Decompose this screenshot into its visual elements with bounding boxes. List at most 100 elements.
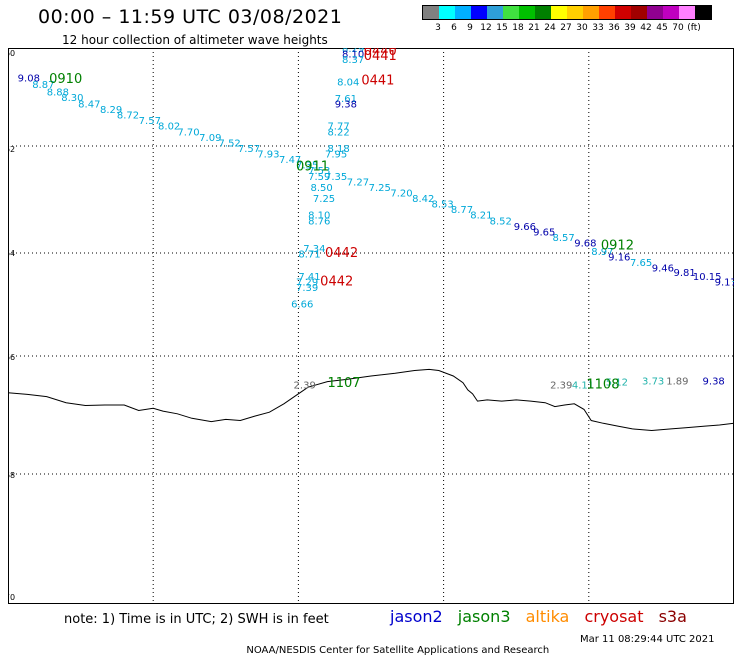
swh-value: 8.53 (432, 200, 454, 211)
swh-value: 8.29 (100, 105, 122, 116)
swh-value: 7.53 (308, 166, 330, 177)
chart-subtitle: 12 hour collection of altimeter wave hei… (62, 33, 328, 47)
scale-swatch (503, 6, 519, 19)
scale-swatch (567, 6, 583, 19)
scale-swatch (551, 6, 567, 19)
scale-label: 30 (576, 23, 588, 33)
scale-swatch (631, 6, 647, 19)
swh-value: 7. (732, 280, 734, 291)
satellite-legend: jason2 jason3 altika cryosat s3a (390, 607, 697, 626)
swh-value: 7.25 (313, 194, 335, 205)
scale-swatch (487, 6, 503, 19)
altimeter-map: -60-62-64-66-68-701051081111141171209.08… (8, 48, 734, 604)
legend-jason2: jason2 (390, 607, 443, 626)
swh-value: 8.02 (158, 122, 180, 133)
lat-tick-label: -62 (8, 145, 15, 154)
scale-label: 21 (528, 23, 540, 33)
scale-swatch (599, 6, 615, 19)
track-time-label: 1107 (327, 376, 360, 391)
scale-swatch (695, 6, 711, 19)
scale-swatch (439, 6, 455, 19)
swh-value: 8.47 (78, 99, 100, 110)
scale-label: 6 (451, 23, 457, 33)
swh-value: 8.72 (117, 111, 139, 122)
footer: NOAA/NESDIS Center for Satellite Applica… (240, 634, 714, 667)
legend-altika: altika (525, 607, 570, 626)
swh-value: 9.38 (703, 376, 725, 387)
swh-value: 7.61 (335, 94, 357, 105)
scale-label: 3 (435, 23, 441, 33)
swh-value: 7.20 (390, 188, 412, 199)
scale-swatch (647, 6, 663, 19)
track-time-label: 0440 (364, 48, 397, 59)
swh-value: 8.22 (327, 127, 349, 138)
scale-label: 33 (592, 23, 604, 33)
scale-label: 36 (608, 23, 620, 33)
track-time-label: 0441 (361, 74, 394, 89)
lat-tick-label: -60 (8, 49, 15, 58)
swh-value: 7.34 (303, 244, 325, 255)
scale-swatch (615, 6, 631, 19)
swh-value: 8.88 (47, 87, 69, 98)
scale-label: 9 (467, 23, 473, 33)
scale-swatch (519, 6, 535, 19)
swh-value: 8.97 (591, 247, 613, 258)
swh-value: 9.66 (514, 222, 536, 233)
swh-value: 6.66 (291, 300, 313, 311)
lat-tick-label: -66 (8, 353, 15, 362)
swh-value: 5.12 (606, 377, 628, 388)
color-scale: 3 6 9 12 15 18 21 24 27 30 33 36 39 42 45 70 (ft) (422, 5, 712, 34)
scale-swatch (423, 6, 439, 19)
swh-value: 7.52 (219, 138, 241, 149)
scale-label: 42 (640, 23, 652, 33)
swh-value: 7.59 (308, 172, 330, 183)
swh-value: 7.47 (279, 155, 301, 166)
swh-value: 8.10 (342, 49, 364, 60)
lat-tick-label: -70 (8, 593, 15, 602)
swh-value: 9.68 (574, 238, 596, 249)
scale-label: 24 (544, 23, 556, 33)
swh-value: 8.71 (298, 250, 320, 261)
swh-value: 2.39 (294, 380, 316, 391)
swh-value: 2.39 (550, 380, 572, 391)
swh-value: 7.95 (325, 150, 347, 161)
track-time-label: 0910 (49, 72, 82, 87)
swh-value: 7.77 (327, 122, 349, 133)
swh-value: 7.09 (199, 133, 221, 144)
swh-value: 7.93 (257, 150, 279, 161)
swh-value: 9.17 (715, 277, 734, 288)
swh-value: 7.65 (630, 258, 652, 269)
lat-tick-label: -64 (8, 249, 15, 258)
swh-value: 7.57 (238, 144, 260, 155)
footnote: note: 1) Time is in UTC; 2) SWH is in fe… (64, 612, 329, 627)
swh-value: 7.39 (296, 283, 318, 294)
swh-value: 8.77 (451, 205, 473, 216)
scale-label: 18 (512, 23, 524, 33)
swh-value: 10.15 (693, 272, 722, 283)
swh-value: 9.46 (652, 264, 674, 275)
footer-credit: NOAA/NESDIS Center for Satellite Applica… (246, 645, 550, 656)
track-time-label: 1108 (586, 377, 619, 392)
swh-value: 7.27 (347, 177, 369, 188)
swh-value: 8.10 (308, 211, 330, 222)
swh-value: 9.81 (674, 268, 696, 279)
track-time-label: 0441 (364, 49, 397, 64)
scale-label: (ft) (687, 23, 701, 33)
swh-value: 8.52 (490, 216, 512, 227)
scale-swatch (679, 6, 695, 19)
scale-label: 70 (672, 23, 684, 33)
antarctic-coastline (8, 368, 734, 432)
footer-timestamp: Mar 11 08:29:44 UTC 2021 (580, 634, 715, 645)
swh-value: 8.76 (308, 216, 330, 227)
swh-value: 8.37 (342, 55, 364, 66)
color-scale-swatches (422, 5, 712, 20)
swh-value: 8.21 (470, 211, 492, 222)
scale-swatch (663, 6, 679, 19)
track-time-label: 0442 (320, 274, 353, 289)
swh-value: 9.65 (533, 227, 555, 238)
swh-value: 8.18 (327, 144, 349, 155)
track-time-label: 0440 (364, 48, 397, 53)
scale-label: 45 (656, 23, 668, 33)
swh-value: 9.16 (608, 252, 630, 263)
track-time-label: 0912 (601, 238, 634, 253)
